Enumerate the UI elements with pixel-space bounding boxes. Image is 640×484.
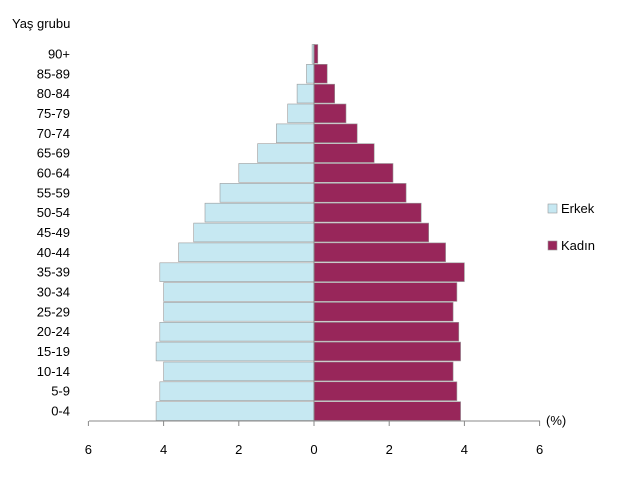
x-tick-label: 4 [160, 442, 167, 457]
legend-label-right: Kadın [561, 238, 595, 253]
y-tick-labels: 0-4 5-9 10-14 15-19 20-24 25-29 30-34 35-39 40-4… [37, 46, 70, 418]
bar-right-35-39 [313, 262, 465, 282]
x-tick-label: 4 [461, 442, 468, 457]
y-tick-label: 50-54 [37, 205, 70, 220]
bar-right-45-49 [313, 222, 429, 243]
bars-group [155, 44, 465, 421]
bar-right-65-69 [313, 143, 375, 163]
y-tick-label: 75-79 [37, 106, 70, 121]
y-tick-label: 55-59 [37, 185, 70, 200]
bar-left-20-24 [159, 321, 315, 342]
x-tick-label: 6 [85, 442, 92, 457]
bar-right-75-79 [313, 103, 347, 124]
y-tick-label: 35-39 [37, 265, 70, 280]
bar-right-55-59 [313, 183, 407, 203]
legend-label-left: Erkek [561, 201, 595, 216]
y-tick-label: 0-4 [51, 404, 70, 419]
bar-left-75-79 [287, 103, 315, 124]
y-tick-label: 60-64 [37, 166, 70, 181]
bar-right-0-4 [313, 401, 461, 421]
y-tick-label: 65-69 [37, 146, 70, 161]
y-axis-title: Yaş grubu [12, 16, 70, 31]
x-axis-unit-label: (%) [546, 413, 566, 428]
bar-left-60-64 [238, 163, 315, 183]
bar-right-85-89 [313, 64, 328, 84]
bar-right-70-74 [313, 123, 358, 144]
bar-left-10-14 [163, 361, 315, 382]
legend-swatch-left [547, 203, 558, 214]
bar-right-20-24 [313, 321, 460, 342]
y-tick-label: 5-9 [51, 384, 70, 399]
y-tick-label: 15-19 [37, 344, 70, 359]
bar-left-30-34 [163, 282, 315, 302]
y-tick-label: 25-29 [37, 304, 70, 319]
bar-left-50-54 [204, 202, 315, 223]
legend: Erkek Kadın [547, 201, 595, 253]
x-tick-label: 6 [536, 442, 543, 457]
y-tick-label: 45-49 [37, 225, 70, 240]
bar-left-5-9 [159, 381, 315, 401]
y-tick-label: 90+ [48, 46, 70, 61]
bar-left-85-89 [306, 64, 315, 84]
bar-right-80-84 [313, 83, 336, 104]
x-tick-label: 0 [310, 442, 317, 457]
y-tick-label: 10-14 [37, 364, 70, 379]
y-tick-label: 30-34 [37, 285, 70, 300]
y-tick-label: 70-74 [37, 126, 70, 141]
bar-left-70-74 [276, 123, 315, 144]
bar-right-30-34 [313, 282, 458, 302]
bar-right-90+ [313, 44, 319, 64]
bar-left-15-19 [155, 341, 315, 362]
bar-right-10-14 [313, 361, 454, 382]
bar-left-0-4 [155, 401, 315, 421]
bar-left-45-49 [193, 222, 315, 243]
bar-right-40-44 [313, 242, 446, 262]
x-axis: 6 4 2 0 2 4 6 [85, 420, 543, 457]
y-tick-label: 20-24 [37, 324, 70, 339]
bar-left-55-59 [219, 183, 315, 203]
y-tick-label: 80-84 [37, 86, 70, 101]
y-tick-label: 85-89 [37, 66, 70, 81]
legend-swatch-right [547, 240, 558, 251]
bar-right-15-19 [313, 341, 461, 362]
bar-right-60-64 [313, 163, 394, 183]
bar-left-80-84 [296, 83, 315, 104]
bar-left-40-44 [178, 242, 315, 262]
bar-left-65-69 [257, 143, 315, 163]
x-tick-label: 2 [235, 442, 242, 457]
bar-left-35-39 [159, 262, 315, 282]
y-tick-label: 40-44 [37, 245, 70, 260]
bar-right-50-54 [313, 202, 422, 223]
bar-right-25-29 [313, 302, 454, 322]
bar-right-5-9 [313, 381, 458, 401]
bar-left-25-29 [163, 302, 315, 322]
x-tick-label: 2 [386, 442, 393, 457]
